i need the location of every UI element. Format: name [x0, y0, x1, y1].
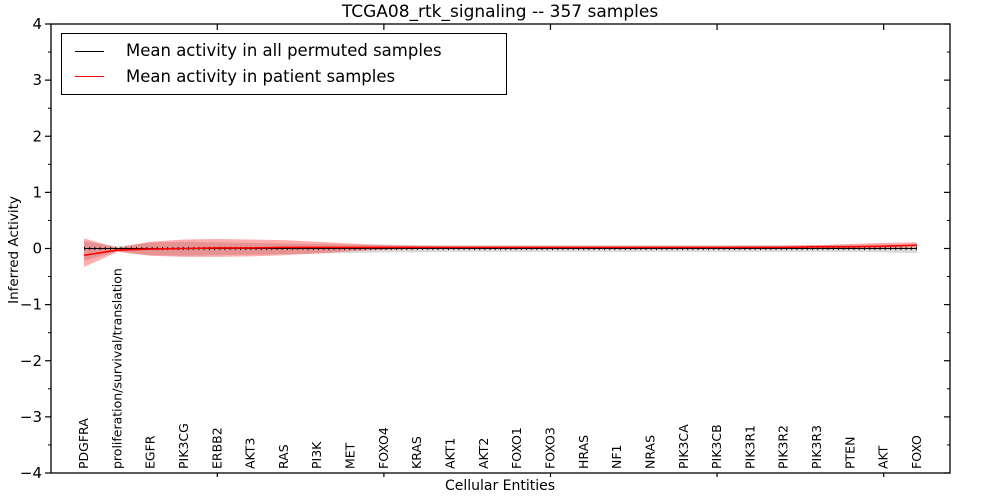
permuted-samples-std-band	[84, 241, 917, 261]
x-tick-label: RAS	[276, 444, 291, 469]
x-tick-label: NRAS	[642, 435, 657, 469]
y-tick-label: 3	[32, 71, 42, 89]
x-tick-label: AKT3	[243, 438, 258, 469]
legend-line-permuted-icon	[75, 50, 104, 52]
x-tick-label: PIK3R2	[776, 425, 791, 469]
y-tick-label: −1	[20, 296, 42, 314]
y-tick-label: 0	[32, 240, 42, 258]
patient-samples-std-band	[84, 238, 917, 268]
legend-entry-permuted: Mean activity in all permuted samples	[75, 41, 506, 60]
x-tick-label: AKT1	[443, 438, 458, 469]
x-tick-label: HRAS	[576, 435, 591, 469]
x-tick-label: EGFR	[143, 435, 158, 469]
x-tick-label: PTEN	[842, 437, 857, 469]
x-tick-label: AKT	[876, 445, 891, 469]
legend-entry-patient: Mean activity in patient samples	[75, 66, 506, 86]
x-tick-label: PIK3CB	[709, 424, 724, 469]
x-tick-label: FOXO1	[509, 427, 524, 469]
legend-label-permuted: Mean activity in all permuted samples	[126, 41, 442, 60]
x-tick-label: PIK3CA	[676, 424, 691, 469]
patient-mean-line	[83, 244, 918, 257]
x-tick-label: PIK3R1	[742, 425, 757, 469]
x-tick-label: NF1	[609, 445, 624, 470]
x-tick-label: FOXO4	[376, 427, 391, 469]
x-tick-label: FOXO	[909, 435, 924, 469]
x-tick-label: ERBB2	[209, 427, 224, 469]
legend: Mean activity in all permuted samples Me…	[61, 33, 507, 95]
legend-line-patient-icon	[75, 76, 104, 78]
x-tick-label: PIK3CG	[176, 423, 191, 469]
legend-label-patient: Mean activity in patient samples	[126, 66, 396, 86]
x-axis-title: Cellular Entities	[444, 478, 556, 494]
x-tick-label: AKT2	[476, 438, 491, 469]
x-tick-label: proliferation/survival/translation	[109, 268, 124, 469]
y-tick-label: −3	[20, 408, 42, 426]
y-tick-label: 1	[32, 183, 42, 201]
y-axis-title: Inferred Activity	[6, 196, 22, 304]
x-tick-label: MET	[343, 442, 358, 469]
x-tick-label: PIK3R3	[809, 425, 824, 469]
x-tick-label: PDGFRA	[76, 418, 91, 469]
x-tick-label: FOXO3	[542, 427, 557, 469]
y-tick-label: 4	[32, 15, 42, 33]
y-tick-label: −2	[20, 352, 42, 370]
chart-title: TCGA08_rtk_signaling -- 357 samples	[341, 2, 659, 22]
y-tick-label: 2	[32, 127, 42, 145]
x-tick-label: KRAS	[409, 436, 424, 469]
x-tick-label: PI3K	[309, 441, 324, 469]
y-tick-label: −4	[20, 464, 42, 482]
